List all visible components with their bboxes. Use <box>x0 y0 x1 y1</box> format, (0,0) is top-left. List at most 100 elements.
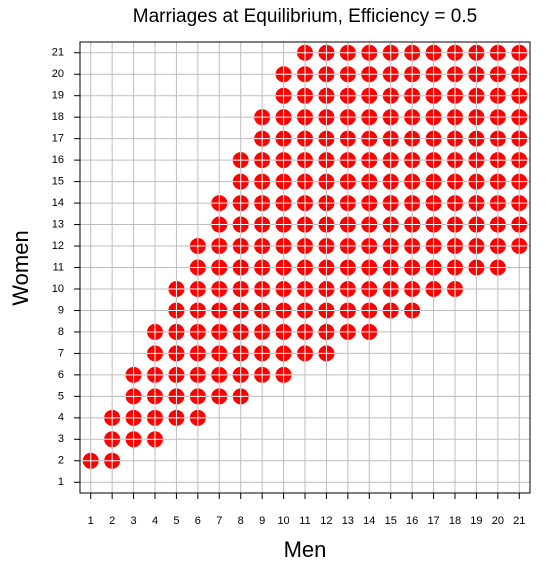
y-tick-label: 1 <box>58 476 64 488</box>
point <box>318 130 335 147</box>
point <box>232 280 249 297</box>
point <box>275 109 292 126</box>
point <box>189 259 206 276</box>
point <box>147 431 163 448</box>
point <box>361 173 378 190</box>
point <box>468 152 485 169</box>
point <box>275 366 292 383</box>
point <box>468 259 485 276</box>
point <box>339 216 356 233</box>
point <box>382 87 399 104</box>
point <box>318 216 335 233</box>
point <box>297 345 313 362</box>
point <box>168 345 185 362</box>
y-tick-label: 16 <box>52 154 64 166</box>
point <box>168 388 185 405</box>
point <box>147 366 163 383</box>
point <box>189 366 206 383</box>
point <box>404 280 421 297</box>
y-tick-label: 18 <box>52 111 64 123</box>
point <box>254 345 271 362</box>
point <box>489 87 506 104</box>
point <box>425 87 442 104</box>
y-tick-label: 19 <box>52 90 64 102</box>
point <box>361 238 378 255</box>
point <box>211 388 228 405</box>
point <box>254 259 271 276</box>
point <box>232 173 249 190</box>
x-tick-label: 21 <box>513 515 525 527</box>
point <box>511 66 528 83</box>
point <box>125 366 142 383</box>
point <box>511 44 528 61</box>
point <box>297 302 313 319</box>
point <box>168 366 185 383</box>
point <box>468 238 485 255</box>
point <box>468 130 485 147</box>
point <box>489 238 506 255</box>
point <box>511 238 528 255</box>
point <box>339 238 356 255</box>
x-tick-label: 11 <box>299 515 310 527</box>
point <box>318 152 335 169</box>
point <box>489 44 506 61</box>
point <box>189 280 206 297</box>
point <box>447 280 463 297</box>
point <box>211 366 228 383</box>
point <box>382 173 399 190</box>
x-tick-label: 15 <box>385 515 397 527</box>
point <box>318 345 335 362</box>
point <box>147 345 163 362</box>
point <box>447 87 463 104</box>
point <box>254 109 271 126</box>
point <box>425 109 442 126</box>
y-tick-label: 7 <box>58 347 64 359</box>
point <box>275 216 292 233</box>
point <box>361 323 378 340</box>
point <box>168 302 185 319</box>
point <box>189 409 206 426</box>
point <box>168 409 185 426</box>
point <box>489 109 506 126</box>
point <box>232 195 249 212</box>
point <box>297 323 313 340</box>
point <box>425 216 442 233</box>
point <box>361 216 378 233</box>
y-tick-label: 9 <box>58 304 64 316</box>
x-axis-label: Men <box>284 537 327 562</box>
chart-title: Marriages at Equilibrium, Efficiency = 0… <box>133 6 477 27</box>
y-tick-label: 4 <box>58 412 64 424</box>
x-tick-label: 9 <box>259 515 265 527</box>
y-tick-label: 21 <box>52 47 64 59</box>
point <box>468 87 485 104</box>
point <box>404 109 421 126</box>
point <box>254 238 271 255</box>
point <box>361 280 378 297</box>
point <box>254 280 271 297</box>
y-axis-label: Women <box>8 230 33 305</box>
point <box>425 238 442 255</box>
point <box>382 280 399 297</box>
point <box>489 173 506 190</box>
point <box>275 87 292 104</box>
point <box>211 345 228 362</box>
point <box>297 87 313 104</box>
x-tick-label: 8 <box>238 515 244 527</box>
point <box>382 109 399 126</box>
point <box>104 452 121 469</box>
y-tick-label: 12 <box>52 240 64 252</box>
point <box>104 409 121 426</box>
point <box>447 130 463 147</box>
point <box>425 173 442 190</box>
point <box>382 44 399 61</box>
point <box>297 238 313 255</box>
point <box>361 259 378 276</box>
point <box>232 152 249 169</box>
point <box>297 280 313 297</box>
point <box>425 195 442 212</box>
point <box>211 216 228 233</box>
point <box>254 173 271 190</box>
point <box>189 302 206 319</box>
y-tick-label: 11 <box>53 261 64 273</box>
y-tick-label: 5 <box>58 390 64 402</box>
